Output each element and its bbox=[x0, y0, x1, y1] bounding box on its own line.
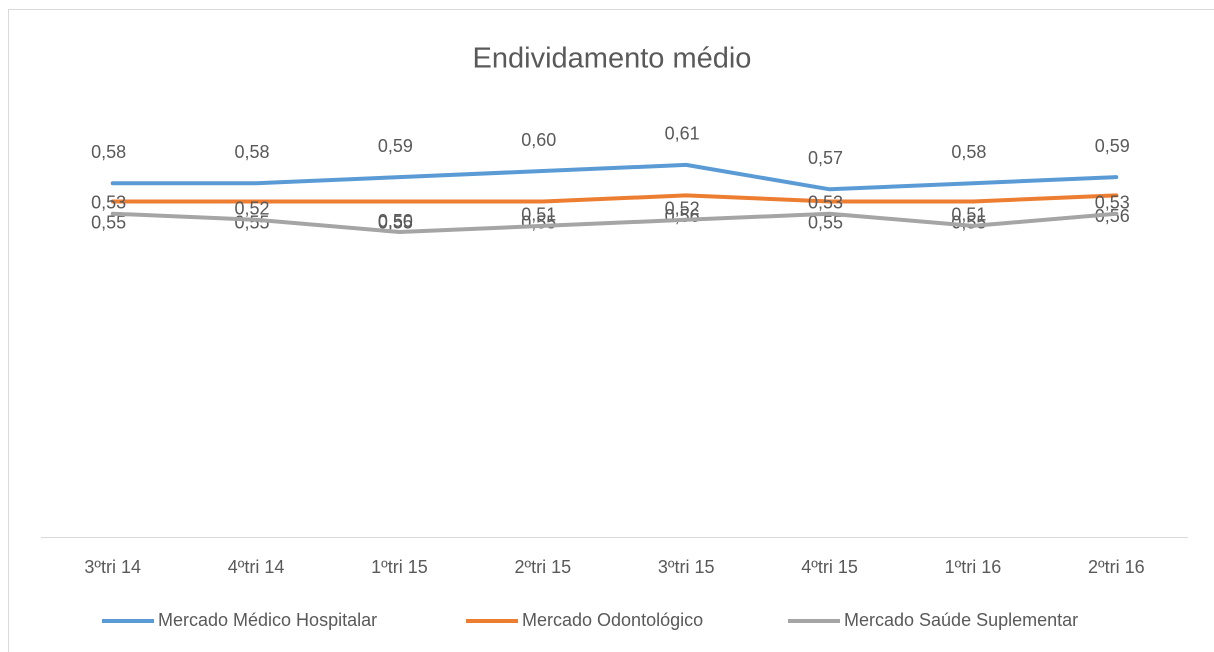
data-label: 0,53 bbox=[91, 192, 126, 212]
data-label: 0,61 bbox=[665, 124, 700, 144]
data-label: 0,53 bbox=[1095, 192, 1130, 212]
data-label: 0,59 bbox=[378, 136, 413, 156]
data-label: 0,55 bbox=[808, 212, 843, 232]
x-tick-label: 3ºtri 15 bbox=[658, 557, 715, 577]
x-tick-label: 2ºtri 16 bbox=[1088, 557, 1145, 577]
legend-label: Mercado Odontológico bbox=[522, 610, 703, 630]
data-label: 0,55 bbox=[235, 212, 270, 232]
x-tick-label: 2ºtri 15 bbox=[515, 557, 572, 577]
x-tick-label: 3ºtri 14 bbox=[84, 557, 141, 577]
data-label: 0,57 bbox=[808, 148, 843, 168]
data-label: 0,52 bbox=[235, 199, 270, 219]
legend-label: Mercado Saúde Suplementar bbox=[844, 610, 1078, 630]
x-tick-label: 4ºtri 15 bbox=[801, 557, 858, 577]
data-label: 0,51 bbox=[521, 205, 556, 225]
data-label: 0,50 bbox=[378, 211, 413, 231]
chart-border bbox=[8, 9, 1214, 652]
x-tick-label: 1ºtri 16 bbox=[945, 557, 1002, 577]
x-tick-label: 4ºtri 14 bbox=[228, 557, 285, 577]
x-tick-label: 1ºtri 15 bbox=[371, 557, 428, 577]
series-line bbox=[110, 162, 1119, 192]
series-line bbox=[110, 193, 1119, 204]
data-label: 0,55 bbox=[91, 212, 126, 232]
data-label: 0,52 bbox=[665, 199, 700, 219]
data-label: 0,56 bbox=[1095, 206, 1130, 226]
data-label: 0,60 bbox=[521, 130, 556, 150]
data-label: 0,51 bbox=[951, 205, 986, 225]
data-label: 0,59 bbox=[1095, 136, 1130, 156]
data-label: 0,58 bbox=[91, 142, 126, 162]
series-line bbox=[110, 211, 1119, 234]
legend-label: Mercado Médico Hospitalar bbox=[158, 610, 377, 630]
data-label: 0,58 bbox=[235, 142, 270, 162]
data-label: 0,55 bbox=[378, 212, 413, 232]
data-label: 0,58 bbox=[951, 142, 986, 162]
chart-title: Endividamento médio bbox=[473, 43, 752, 75]
data-label: 0,53 bbox=[808, 192, 843, 212]
